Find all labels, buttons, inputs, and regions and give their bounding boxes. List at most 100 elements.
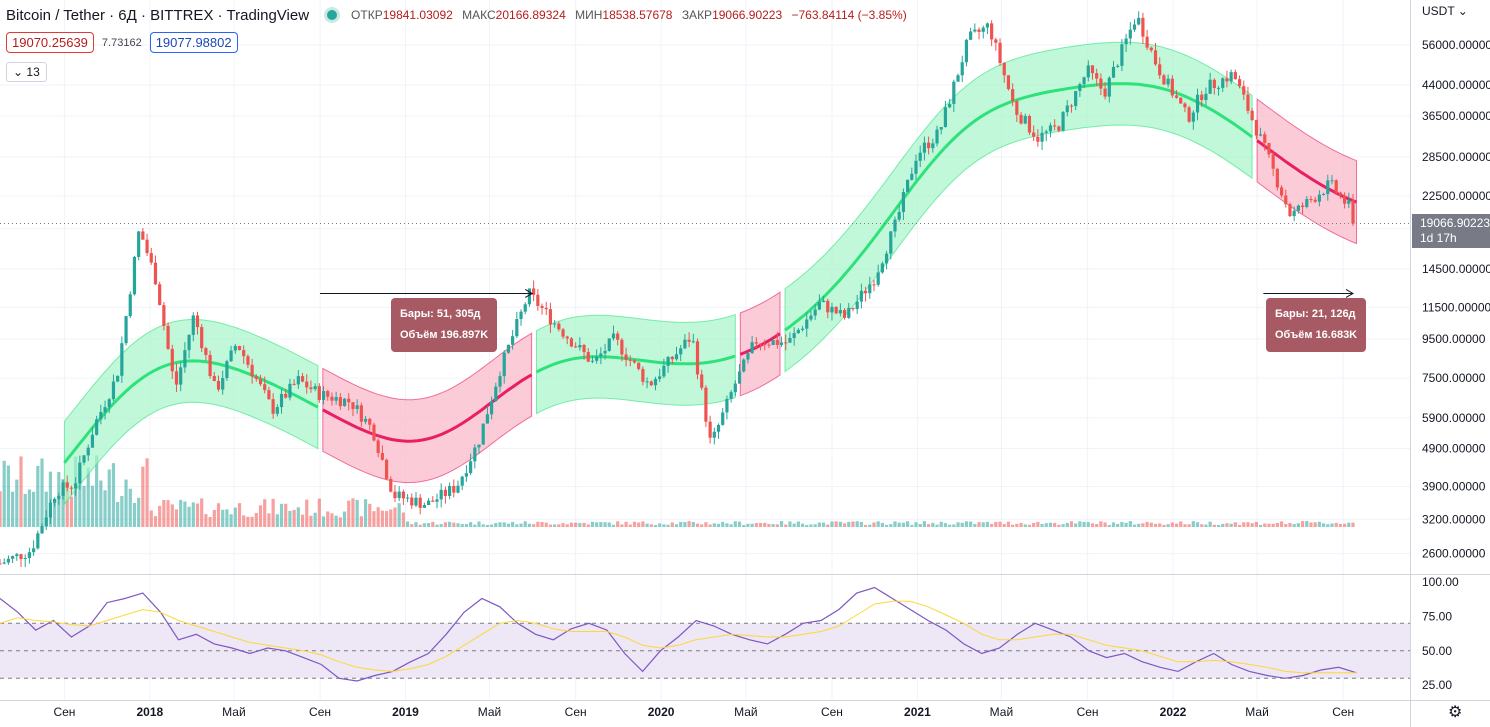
candle-body — [355, 405, 359, 409]
candle-body — [868, 284, 872, 294]
volume-bar — [1208, 521, 1212, 527]
volume-bar — [267, 513, 271, 527]
volume-bar — [481, 524, 485, 527]
volume-bar — [485, 524, 490, 527]
candle-body — [1002, 62, 1006, 76]
candle-body — [389, 478, 393, 492]
candle-body — [1221, 78, 1225, 88]
candle-body — [569, 338, 574, 347]
volume-bar — [1237, 524, 1242, 527]
candle-body — [149, 253, 153, 263]
volume-bar — [922, 521, 927, 527]
candle-body — [288, 383, 292, 398]
candle-body — [275, 407, 279, 414]
volume-bar — [460, 524, 464, 527]
volume-bar — [809, 524, 813, 527]
candle-body — [578, 344, 582, 348]
volume-bar — [691, 521, 695, 527]
buy-button[interactable]: 19077.98802 — [149, 32, 238, 53]
candle-body — [452, 485, 456, 493]
candle-body — [994, 39, 998, 43]
candle-body — [536, 294, 540, 306]
candle-body — [553, 323, 557, 325]
volume-bar — [342, 511, 347, 527]
volume-bar — [99, 480, 103, 527]
volume-bar — [1174, 523, 1179, 527]
volume-bar — [1351, 522, 1355, 527]
candle-body — [1317, 194, 1321, 202]
candle-body — [292, 383, 296, 385]
candle-body — [1082, 77, 1086, 85]
symbol-title[interactable]: Bitcoin / Tether · 6Д · BITTREX · Tradin… — [6, 6, 310, 24]
volume-bar — [952, 524, 956, 527]
candle-body — [830, 306, 834, 313]
candle-body — [511, 336, 515, 345]
candle-body — [918, 152, 922, 161]
volume-bar — [1048, 522, 1053, 527]
measure-callout-1: Бары: 51, 305д Объём 196.897K — [391, 298, 498, 352]
candle-body — [309, 387, 313, 390]
volume-bar — [536, 521, 540, 527]
volume-bar — [826, 524, 830, 527]
volume-bar — [166, 500, 170, 527]
candle-body — [124, 316, 128, 344]
volume-bar — [456, 523, 460, 527]
x-tick-label: Май — [734, 705, 758, 719]
volume-bar — [464, 524, 469, 527]
candle-body — [750, 342, 754, 354]
sell-button[interactable]: 19070.25639 — [6, 32, 94, 53]
volume-bar — [641, 521, 645, 527]
candle-body — [422, 505, 426, 508]
measure-arrows — [320, 289, 1355, 298]
candle-body — [347, 398, 351, 403]
candle-body — [859, 290, 863, 302]
volume-bar — [494, 523, 498, 527]
volume-bar — [237, 503, 242, 527]
candle-body — [834, 306, 838, 314]
candle-body — [1053, 125, 1057, 127]
currency-selector[interactable]: USDT ⌄ — [1422, 4, 1468, 18]
candle-body — [494, 386, 498, 402]
candle-body — [1254, 120, 1258, 136]
volume-histogram — [0, 455, 1355, 527]
volume-bar — [784, 524, 788, 527]
volume-bar — [553, 524, 557, 527]
indicators-toggle-button[interactable]: ⌄ 13 — [6, 62, 47, 82]
volume-bar — [742, 524, 746, 527]
candle-body — [15, 554, 19, 557]
volume-bar — [1095, 524, 1099, 527]
volume-bar — [586, 524, 590, 527]
volume-bar — [1300, 521, 1305, 527]
candle-body — [410, 497, 414, 506]
y-tick-label: 44000.00000 — [1422, 78, 1490, 92]
candle-body — [1128, 29, 1132, 39]
candle-body — [935, 129, 939, 144]
candle-body — [632, 360, 637, 363]
volume-bar — [170, 504, 174, 527]
volume-bar — [431, 521, 435, 527]
gear-icon[interactable]: ⚙ — [1448, 704, 1463, 721]
candle-body — [242, 350, 246, 357]
candle-body — [977, 29, 981, 32]
candle-body — [1183, 103, 1187, 108]
volume-bar — [1158, 523, 1162, 527]
volume-bar — [1053, 522, 1057, 527]
volume-bar — [1057, 524, 1061, 527]
volume-bar — [502, 522, 506, 527]
volume-bar — [901, 522, 905, 527]
candle-body — [296, 376, 300, 385]
candle-body — [191, 315, 195, 335]
candle-body — [53, 499, 57, 503]
candle-body — [1149, 47, 1153, 51]
volume-bar — [363, 499, 368, 527]
volume-bar — [317, 498, 321, 527]
volume-bar — [1296, 523, 1300, 527]
candle-body — [1044, 131, 1048, 133]
candle-body — [1137, 17, 1141, 25]
volume-bar — [767, 523, 771, 527]
volume-bar — [477, 521, 481, 527]
x-tick-label: Сен — [1077, 705, 1099, 719]
candle-body — [1342, 195, 1347, 204]
volume-bar — [1019, 522, 1023, 527]
